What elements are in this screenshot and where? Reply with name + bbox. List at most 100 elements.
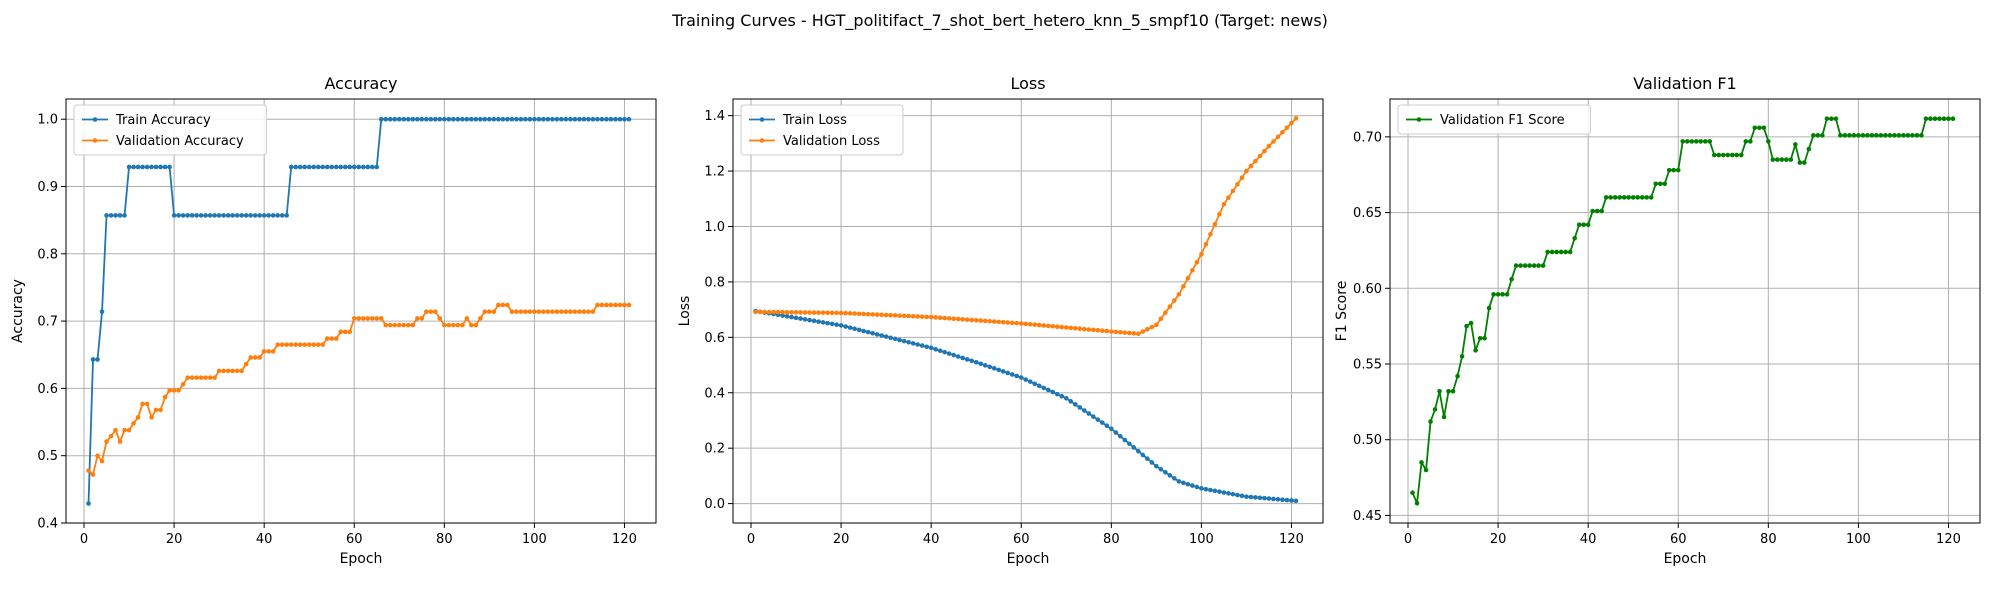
loss-data-point (1136, 448, 1141, 454)
accuracy-data-point (401, 116, 407, 122)
loss-data-point (955, 316, 961, 322)
f1-data-point (1464, 323, 1469, 329)
accuracy-data-point (189, 375, 195, 380)
loss-data-point (1122, 437, 1128, 443)
accuracy-legend-marker-1 (92, 138, 98, 143)
accuracy-data-point (410, 322, 416, 328)
loss-data-point (1199, 486, 1204, 491)
accuracy-data-point (257, 355, 262, 360)
loss-data-point (1104, 328, 1110, 334)
loss-data-point (856, 327, 862, 333)
loss-data-point (1059, 393, 1065, 399)
accuracy-data-point (149, 415, 154, 420)
loss-data-point (1167, 304, 1173, 309)
accuracy-data-point (104, 213, 109, 218)
accuracy-data-point (333, 336, 339, 341)
accuracy-data-point (158, 407, 163, 413)
f1-data-point (1648, 195, 1654, 200)
loss-data-point (1293, 116, 1299, 121)
loss-data-point (924, 314, 929, 320)
accuracy-data-point (243, 213, 249, 218)
f1-data-point (1473, 348, 1478, 353)
f1-data-point (1702, 139, 1708, 144)
accuracy-data-point (392, 116, 398, 122)
accuracy-data-point (541, 309, 546, 314)
f1-data-point (1455, 373, 1460, 379)
f1-data-point (1554, 249, 1559, 255)
loss-legend (740, 104, 904, 156)
loss-data-point (793, 310, 799, 315)
accuracy-data-point (320, 342, 326, 347)
loss-data-point (897, 313, 902, 318)
accuracy-data-point (113, 213, 118, 218)
f1-data-point (1946, 116, 1951, 121)
loss-data-point (1253, 495, 1258, 500)
loss-data-point (1063, 325, 1069, 330)
f1-data-point (1950, 116, 1956, 121)
f1-data-point (1820, 133, 1825, 138)
f1-data-point (1865, 133, 1870, 138)
accuracy-data-point (117, 439, 123, 444)
loss-x-tick-label: 40 (923, 532, 940, 547)
f1-data-point (1536, 263, 1541, 268)
f1-data-point (1684, 139, 1690, 144)
f1-data-point (1815, 133, 1821, 138)
accuracy-data-point (626, 302, 632, 308)
f1-data-point (1549, 249, 1555, 255)
loss-panel-title: Loss (1010, 74, 1045, 93)
accuracy-data-point (221, 213, 226, 218)
f1-data-point (1806, 146, 1812, 152)
accuracy-data-point (293, 164, 298, 170)
accuracy-data-point (261, 349, 267, 354)
loss-data-point (1018, 375, 1024, 380)
accuracy-data-point (311, 164, 317, 170)
loss-data-point (969, 358, 974, 364)
loss-data-point (1185, 481, 1191, 487)
accuracy-data-point (455, 116, 461, 122)
accuracy-data-point (568, 309, 573, 314)
loss-data-point (991, 319, 997, 324)
loss-data-point (820, 310, 826, 316)
accuracy-data-point (284, 213, 289, 218)
accuracy-data-point (99, 458, 105, 464)
accuracy-data-point (203, 375, 208, 380)
f1-data-point (1621, 195, 1627, 200)
accuracy-y-tick-label: 0.8 (37, 247, 58, 262)
f1-data-point (1531, 263, 1537, 268)
loss-data-point (888, 335, 893, 341)
accuracy-data-point (126, 427, 132, 433)
loss-data-point (1045, 387, 1051, 393)
accuracy-data-point (158, 164, 163, 170)
accuracy-data-point (288, 342, 294, 347)
loss-data-point (915, 342, 920, 347)
loss-y-tick-label: 1.2 (704, 165, 725, 180)
f1-data-point (1779, 157, 1785, 162)
loss-y-tick-label: 1.0 (704, 220, 725, 235)
accuracy-data-point (532, 309, 537, 314)
loss-data-point (978, 361, 984, 367)
accuracy-data-point (131, 164, 136, 170)
loss-data-point (1190, 267, 1195, 273)
accuracy-legend-validation-label: Validation Accuracy (116, 134, 244, 149)
f1-data-point (1711, 152, 1717, 158)
loss-data-point (1199, 251, 1204, 257)
f1-data-point (1910, 133, 1915, 138)
accuracy-data-point (572, 309, 578, 314)
loss-data-point (1163, 469, 1168, 475)
loss-data-point (1253, 158, 1258, 164)
loss-data-point (816, 310, 821, 315)
accuracy-data-point (351, 164, 357, 170)
accuracy-data-point (590, 309, 596, 314)
accuracy-data-point (622, 302, 627, 308)
loss-data-point (1005, 370, 1011, 376)
loss-data-point (843, 324, 848, 329)
f1-data-point (1459, 354, 1465, 359)
accuracy-data-point (369, 164, 375, 170)
accuracy-data-point (405, 116, 411, 122)
accuracy-data-point (559, 309, 564, 314)
accuracy-data-point (617, 302, 623, 308)
accuracy-data-point (153, 164, 159, 170)
f1-data-point (1486, 305, 1492, 311)
f1-data-point (1878, 133, 1884, 138)
f1-data-point (1793, 142, 1798, 147)
